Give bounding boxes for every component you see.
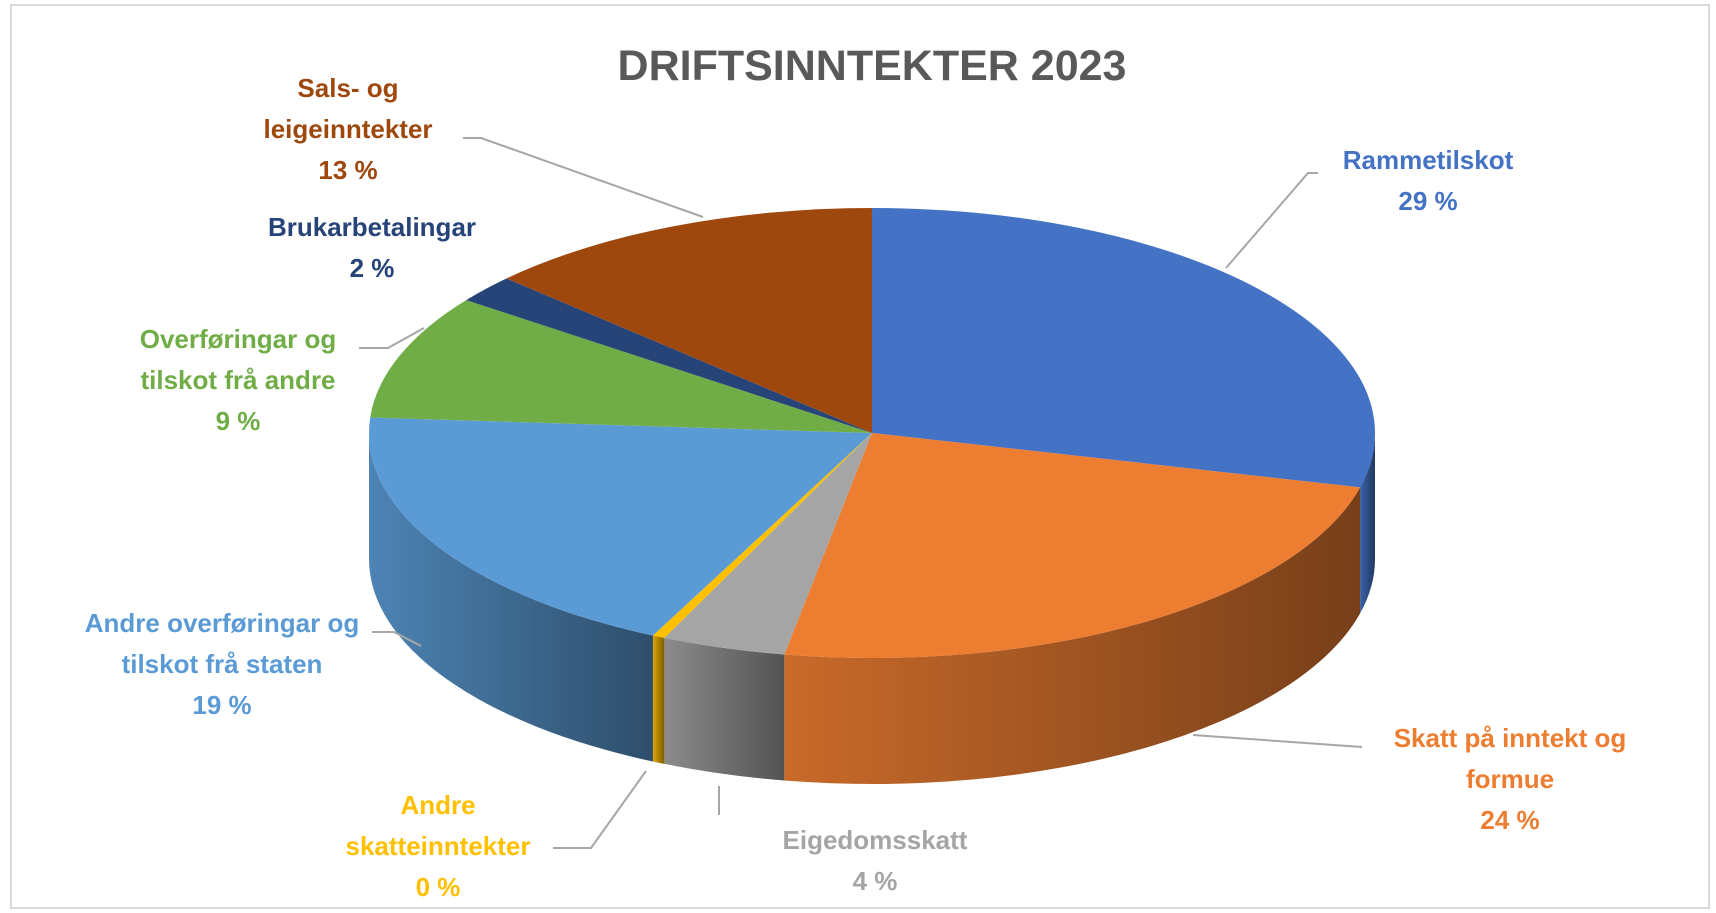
pie-slice: [466, 278, 872, 433]
label-name: Eigedomsskatt: [782, 825, 968, 855]
pie-slice: [784, 433, 1361, 658]
data-label: Rammetilskot 29 %: [1278, 140, 1578, 222]
label-name: Brukarbetalingar: [267, 212, 477, 242]
leader-line: [372, 631, 422, 647]
label-value: 13 %: [318, 155, 378, 185]
label-value: 19 %: [192, 690, 252, 720]
pie-slice: [369, 417, 872, 636]
leader-line: [359, 327, 425, 349]
label-name: Skatt på inntekt og formue: [1393, 723, 1627, 794]
label-value: 2 %: [349, 253, 395, 283]
pie-slice: [370, 300, 872, 433]
leader-line: [1192, 734, 1363, 748]
side-wall: [1360, 433, 1375, 614]
label-value: 4 %: [852, 866, 898, 896]
data-label: Eigedomsskatt 4 %: [725, 820, 1025, 902]
pie-slice: [872, 208, 1375, 488]
label-name: Andre skatteinntekter: [345, 790, 531, 861]
side-wall: [652, 635, 665, 764]
pie-slice: [652, 433, 872, 638]
label-value: 24 %: [1480, 805, 1540, 835]
side-wall: [664, 637, 785, 781]
chart-frame: [10, 4, 1710, 909]
pie-slice: [664, 433, 872, 655]
label-name: Sals- og leigeinntekter: [263, 73, 433, 144]
pie-slice: [506, 208, 872, 433]
data-label: Andre overføringar og tilskot frå staten…: [62, 603, 382, 726]
data-label: Andre skatteinntekter 0 %: [331, 785, 546, 908]
label-name: Rammetilskot: [1342, 145, 1514, 175]
data-label: Skatt på inntekt og formue 24 %: [1360, 718, 1660, 841]
data-label: Overføringar og tilskot frå andre 9 %: [113, 319, 363, 442]
leader-line: [463, 137, 704, 218]
side-wall: [368, 433, 653, 762]
leader-line: [553, 770, 647, 849]
label-value: 0 %: [415, 872, 461, 902]
leader-line: [1225, 172, 1318, 269]
side-wall: [784, 487, 1361, 784]
label-value: 9 %: [215, 406, 261, 436]
chart-title: DRIFTSINNTEKTER 2023: [617, 42, 1127, 90]
data-label: Brukarbetalingar 2 %: [222, 207, 522, 289]
label-value: 29 %: [1398, 186, 1458, 216]
label-name: Overføringar og tilskot frå andre: [139, 324, 337, 395]
label-name: Andre overføringar og tilskot frå staten: [84, 608, 360, 679]
data-label: Sals- og leigeinntekter 13 %: [228, 68, 468, 191]
